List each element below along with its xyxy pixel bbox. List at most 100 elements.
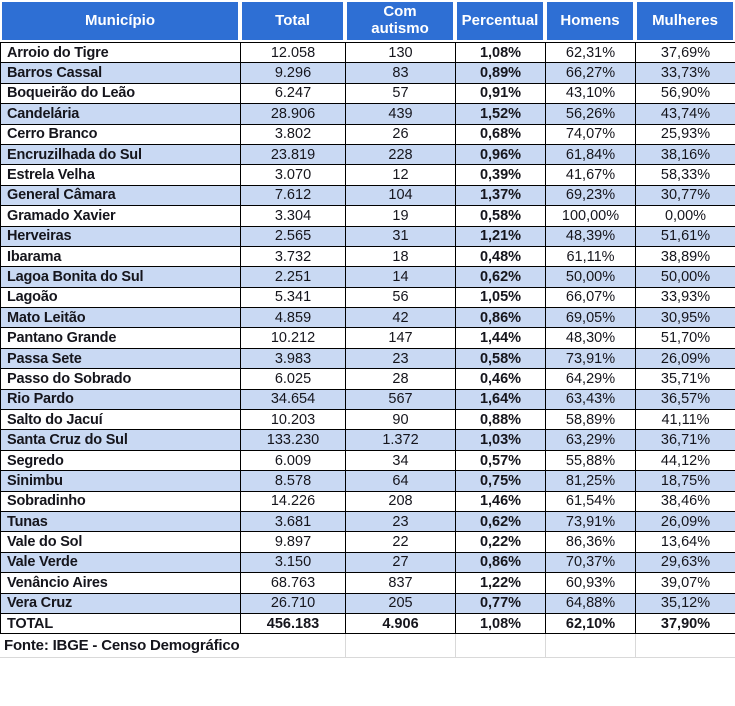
cell-com_autismo: 837 [345,572,456,594]
cell-mulheres: 29,63% [635,551,735,574]
empty-grid-cell [345,634,455,659]
cell-com_autismo: 567 [345,388,456,411]
cell-total: 10.212 [240,327,346,349]
cell-mulheres: 18,75% [635,470,735,492]
total-cell-municipio: TOTAL [0,612,241,635]
cell-homens: 48,30% [545,327,636,349]
cell-percentual: 0,88% [455,409,546,431]
cell-homens: 100,00% [545,205,636,227]
cell-total: 6.025 [240,368,346,390]
cell-municipio: Rio Pardo [0,388,241,411]
cell-percentual: 1,08% [455,41,546,64]
cell-com_autismo: 26 [345,123,456,145]
cell-municipio: Barros Cassal [0,62,241,84]
cell-percentual: 0,86% [455,307,546,329]
cell-total: 12.058 [240,41,346,64]
empty-grid-cell [635,634,735,659]
cell-percentual: 0,68% [455,123,546,145]
cell-homens: 70,37% [545,551,636,574]
cell-com_autismo: 19 [345,205,456,227]
cell-total: 3.070 [240,164,346,186]
table-row: Lagoa Bonita do Sul 2.251 14 0,62% 50,00% 50,… [0,266,735,288]
cell-total: 9.296 [240,62,346,84]
cell-homens: 61,54% [545,490,636,512]
table-row: Tunas 3.681 23 0,62% 73,91% 26,09% [0,510,735,533]
cell-homens: 62,31% [545,41,636,64]
cell-mulheres: 26,09% [635,347,735,370]
cell-mulheres: 43,74% [635,103,735,125]
cell-percentual: 1,52% [455,103,546,125]
cell-homens: 69,05% [545,307,636,329]
table-row: Herveiras 2.565 31 1,21% 48,39% 51,61% [0,225,735,247]
cell-municipio: Cerro Branco [0,123,241,145]
cell-total: 3.681 [240,510,346,533]
column-header-homens: Homens [545,0,635,42]
cell-municipio: Segredo [0,449,241,472]
cell-mulheres: 13,64% [635,531,735,553]
cell-mulheres: 35,71% [635,368,735,390]
cell-percentual: 0,75% [455,470,546,492]
cell-percentual: 0,58% [455,347,546,370]
cell-com_autismo: 31 [345,225,456,247]
table-row: Santa Cruz do Sul 133.230 1.372 1,03% 63,29%… [0,429,735,451]
cell-municipio: Estrela Velha [0,164,241,186]
total-cell-percentual: 1,08% [455,612,546,635]
table-row: Lagoão 5.341 56 1,05% 66,07% 33,93% [0,286,735,309]
cell-municipio: Mato Leitão [0,307,241,329]
cell-percentual: 1,64% [455,388,546,411]
cell-percentual: 0,91% [455,82,546,105]
table-row: Mato Leitão 4.859 42 0,86% 69,05% 30,95% [0,307,735,329]
cell-total: 3.304 [240,205,346,227]
cell-homens: 48,39% [545,225,636,247]
cell-homens: 64,29% [545,368,636,390]
cell-homens: 55,88% [545,449,636,472]
cell-homens: 69,23% [545,184,636,207]
table-row: Encruzilhada do Sul 23.819 228 0,96% 61,84% 3… [0,143,735,166]
column-header-mulheres: Mulheres [635,0,735,42]
table-row: Rio Pardo 34.654 567 1,64% 63,43% 36,57% [0,388,735,411]
column-header-total: Total [240,0,345,42]
cell-mulheres: 26,09% [635,510,735,533]
cell-percentual: 0,62% [455,510,546,533]
cell-homens: 66,27% [545,62,636,84]
source-row: Fonte: IBGE - Censo Demográfico [0,634,735,659]
cell-total: 10.203 [240,409,346,431]
cell-municipio: Boqueirão do Leão [0,82,241,105]
total-cell-homens: 62,10% [545,612,636,635]
cell-municipio: Vale Verde [0,551,241,574]
cell-mulheres: 0,00% [635,205,735,227]
cell-municipio: Salto do Jacuí [0,409,241,431]
cell-com_autismo: 90 [345,409,456,431]
cell-percentual: 1,37% [455,184,546,207]
cell-percentual: 1,05% [455,286,546,309]
cell-municipio: Sobradinho [0,490,241,512]
cell-percentual: 1,44% [455,327,546,349]
cell-municipio: Lagoa Bonita do Sul [0,266,241,288]
cell-mulheres: 35,12% [635,592,735,614]
table-row: Pantano Grande 10.212 147 1,44% 48,30% 51,70% [0,327,735,349]
cell-percentual: 0,46% [455,368,546,390]
cell-com_autismo: 104 [345,184,456,207]
cell-homens: 61,84% [545,143,636,166]
total-row: TOTAL 456.183 4.906 1,08% 62,10% 37,90% [0,612,735,635]
cell-mulheres: 25,93% [635,123,735,145]
cell-municipio: Encruzilhada do Sul [0,143,241,166]
cell-total: 3.983 [240,347,346,370]
table-row: Arroio do Tigre 12.058 130 1,08% 62,31% 37,69… [0,41,735,64]
cell-mulheres: 51,61% [635,225,735,247]
cell-percentual: 0,96% [455,143,546,166]
cell-homens: 64,88% [545,592,636,614]
cell-total: 3.802 [240,123,346,145]
cell-homens: 63,29% [545,429,636,451]
table-row: Venâncio Aires 68.763 837 1,22% 60,93% 39,07% [0,572,735,594]
cell-mulheres: 36,57% [635,388,735,411]
cell-municipio: Santa Cruz do Sul [0,429,241,451]
cell-percentual: 1,21% [455,225,546,247]
empty-grid-cell [455,634,545,659]
cell-homens: 58,89% [545,409,636,431]
cell-percentual: 1,46% [455,490,546,512]
cell-percentual: 0,57% [455,449,546,472]
cell-mulheres: 38,46% [635,490,735,512]
table-row: Sinimbu 8.578 64 0,75% 81,25% 18,75% [0,470,735,492]
table-row: Boqueirão do Leão 6.247 57 0,91% 43,10% 56,90… [0,82,735,105]
